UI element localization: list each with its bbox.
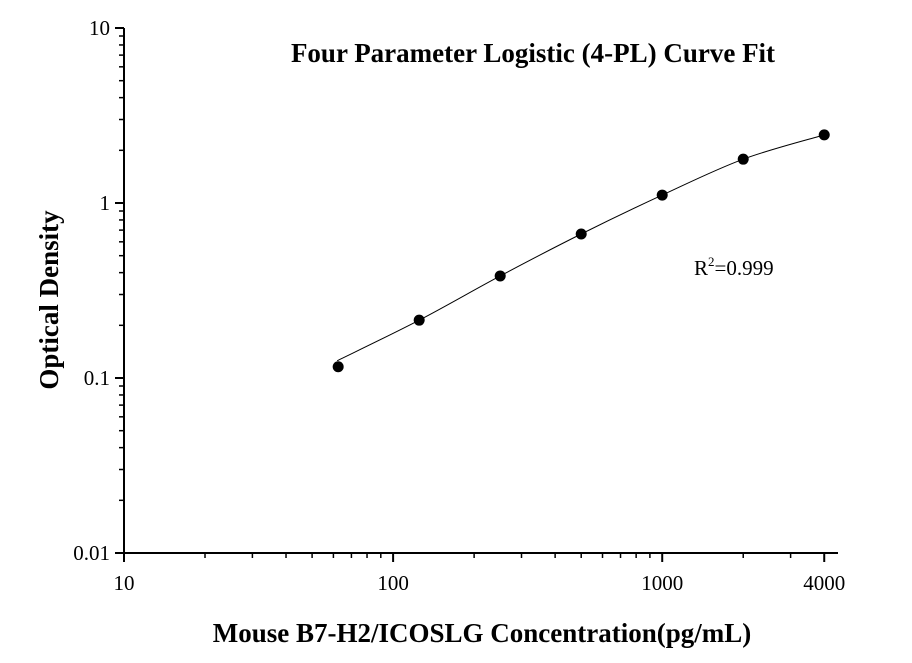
x-tick-label: 1000 <box>641 571 683 595</box>
data-point <box>332 361 344 373</box>
data-point <box>575 228 587 240</box>
data-point <box>413 314 425 326</box>
x-tick-label: 4000 <box>803 571 845 595</box>
data-point <box>737 153 749 165</box>
y-tick-label: 0.01 <box>73 541 110 565</box>
data-point <box>656 189 668 201</box>
y-tick-label: 1 <box>100 191 111 215</box>
y-tick-label: 0.1 <box>84 366 110 390</box>
fit-curve <box>336 134 825 362</box>
x-tick-label: 100 <box>377 571 409 595</box>
data-point <box>818 129 830 141</box>
y-tick-label: 10 <box>89 16 110 40</box>
x-axis-label: Mouse B7-H2/ICOSLG Concentration(pg/mL) <box>213 618 752 648</box>
chart-title: Four Parameter Logistic (4-PL) Curve Fit <box>291 38 775 68</box>
x-tick-label: 10 <box>114 571 135 595</box>
y-axis-label: Optical Density <box>34 210 64 390</box>
data-point <box>494 270 506 282</box>
r-squared-annotation: R2=0.999 <box>694 254 774 280</box>
